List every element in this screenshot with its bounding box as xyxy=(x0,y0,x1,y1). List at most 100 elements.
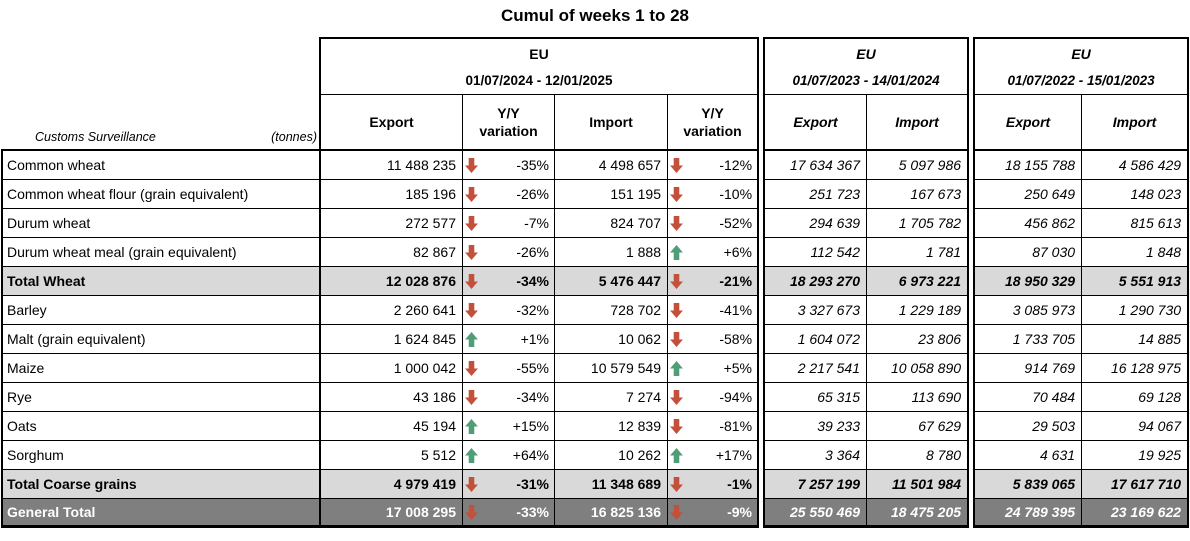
export-2022-23: 4 631 xyxy=(973,441,1082,470)
arrow-down-icon xyxy=(670,157,683,173)
table-row: Oats 45 194 +15% 12 839 -81% 39 233 67 629 29 5… xyxy=(1,412,1190,441)
export-2024-25: 45 194 xyxy=(319,412,462,441)
arrow-down-icon xyxy=(465,244,478,260)
column-spacer xyxy=(969,151,974,180)
import-variation: -10% xyxy=(670,186,752,202)
import-2023-24: 6 973 221 xyxy=(866,267,970,296)
export-variation-cell: -35% xyxy=(462,151,554,180)
export-2023-24: 18 293 270 xyxy=(763,267,867,296)
column-spacer xyxy=(969,441,974,470)
group-region: EU xyxy=(856,45,876,62)
table-body: Common wheat 11 488 235 -35% 4 498 657 -12% 1… xyxy=(1,151,1190,528)
group-period: 01/07/2024 - 12/01/2025 xyxy=(465,72,613,88)
export-2023-24: 3 327 673 xyxy=(763,296,867,325)
group-period: 01/07/2023 - 14/01/2024 xyxy=(792,72,940,88)
import-2023-24: 67 629 xyxy=(866,412,970,441)
export-2024-25: 82 867 xyxy=(319,238,462,267)
col-header-yy-variation: Y/Y variation xyxy=(462,95,554,151)
export-2023-24: 2 217 541 xyxy=(763,354,867,383)
export-2023-24: 251 723 xyxy=(763,180,867,209)
export-variation: -26% xyxy=(465,186,549,202)
import-2022-23: 4 586 429 xyxy=(1081,151,1190,180)
export-variation: -33% xyxy=(465,504,549,520)
import-2024-25: 11 348 689 xyxy=(554,470,667,499)
column-spacer xyxy=(759,209,764,238)
export-variation-cell: -7% xyxy=(462,209,554,238)
row-label: Barley xyxy=(1,296,319,325)
table-row: Durum wheat 272 577 -7% 824 707 -52% 294 639 1… xyxy=(1,209,1190,238)
corner-unit: (tonnes) xyxy=(271,130,317,144)
column-spacer xyxy=(759,499,764,528)
import-variation-value: -12% xyxy=(719,157,753,173)
import-2022-23: 148 023 xyxy=(1081,180,1190,209)
import-variation: +17% xyxy=(670,447,752,463)
export-variation-value: +15% xyxy=(512,418,549,434)
import-2024-25: 10 262 xyxy=(554,441,667,470)
table-row: Total Coarse grains 4 979 419 -31% 11 348 6… xyxy=(1,470,1190,499)
arrow-up-icon xyxy=(465,447,478,463)
import-2024-25: 1 888 xyxy=(554,238,667,267)
column-spacer xyxy=(969,354,974,383)
import-2022-23: 16 128 975 xyxy=(1081,354,1190,383)
arrow-up-icon xyxy=(670,447,683,463)
import-2022-23: 1 290 730 xyxy=(1081,296,1190,325)
import-variation-value: -41% xyxy=(719,302,753,318)
export-variation: -55% xyxy=(465,360,549,376)
arrow-down-icon xyxy=(465,186,478,202)
export-variation: -34% xyxy=(465,389,549,405)
import-2024-25: 10 579 549 xyxy=(554,354,667,383)
arrow-up-icon xyxy=(465,331,478,347)
import-2024-25: 10 062 xyxy=(554,325,667,354)
export-2022-23: 3 085 973 xyxy=(973,296,1082,325)
export-2024-25: 43 186 xyxy=(319,383,462,412)
import-2024-25: 151 195 xyxy=(554,180,667,209)
arrow-down-icon xyxy=(465,360,478,376)
import-2023-24: 5 097 986 xyxy=(866,151,970,180)
customs-surveillance-table: Customs Surveillance (tonnes) EU 01/07/2… xyxy=(1,37,1190,528)
import-variation-value: -21% xyxy=(719,273,753,289)
table-row: Total Wheat 12 028 876 -34% 5 476 447 -21% 18… xyxy=(1,267,1190,296)
import-variation-cell: -52% xyxy=(667,209,760,238)
row-label: Sorghum xyxy=(1,441,319,470)
arrow-down-icon xyxy=(670,215,683,231)
column-spacer xyxy=(969,296,974,325)
column-spacer xyxy=(759,180,764,209)
import-variation-cell: -10% xyxy=(667,180,760,209)
import-2023-24: 18 475 205 xyxy=(866,499,970,528)
import-variation: -81% xyxy=(670,418,752,434)
import-variation-cell: +17% xyxy=(667,441,760,470)
import-2024-25: 7 274 xyxy=(554,383,667,412)
import-2023-24: 23 806 xyxy=(866,325,970,354)
arrow-down-icon xyxy=(465,273,478,289)
arrow-down-icon xyxy=(465,389,478,405)
column-spacer xyxy=(759,296,764,325)
row-label: Common wheat xyxy=(1,151,319,180)
export-variation-value: -55% xyxy=(516,360,549,376)
arrow-up-icon xyxy=(670,244,683,260)
corner-caption: Customs Surveillance (tonnes) xyxy=(1,130,319,149)
column-spacer xyxy=(759,238,764,267)
import-variation-cell: +5% xyxy=(667,354,760,383)
export-variation: +1% xyxy=(465,331,549,347)
column-spacer xyxy=(969,383,974,412)
export-2023-24: 294 639 xyxy=(763,209,867,238)
arrow-down-icon xyxy=(670,504,683,520)
export-variation-cell: -33% xyxy=(462,499,554,528)
row-label: Durum wheat meal (grain equivalent) xyxy=(1,238,319,267)
import-2024-25: 824 707 xyxy=(554,209,667,238)
export-variation-cell: -32% xyxy=(462,296,554,325)
arrow-down-icon xyxy=(465,504,478,520)
export-2023-24: 65 315 xyxy=(763,383,867,412)
group-region: EU xyxy=(1071,45,1091,62)
col-header-export: Export xyxy=(763,95,867,151)
export-2023-24: 7 257 199 xyxy=(763,470,867,499)
import-variation: -41% xyxy=(670,302,752,318)
export-variation-value: -35% xyxy=(516,157,549,173)
export-variation: -35% xyxy=(465,157,549,173)
arrow-down-icon xyxy=(465,157,478,173)
column-spacer xyxy=(969,499,974,528)
export-variation-value: +1% xyxy=(520,331,549,347)
import-variation-value: +17% xyxy=(715,447,753,463)
col-header-export: Export xyxy=(319,95,462,151)
import-2024-25: 4 498 657 xyxy=(554,151,667,180)
